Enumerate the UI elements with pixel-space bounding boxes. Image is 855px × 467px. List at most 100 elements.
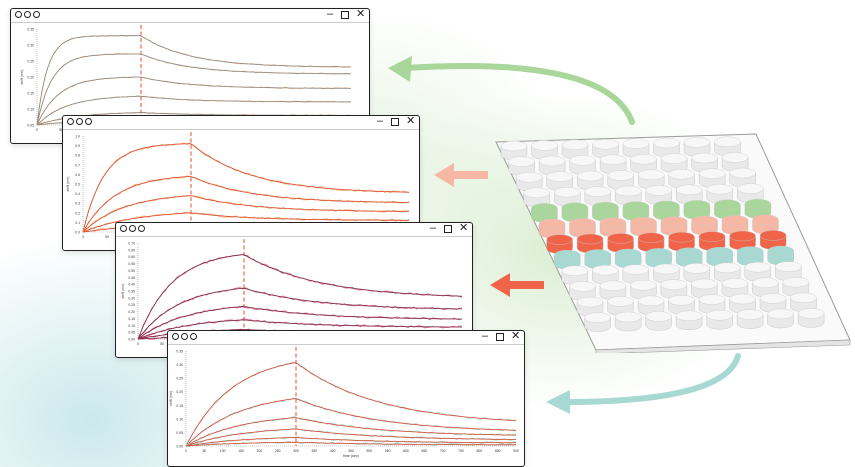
y-tick-label: 0.0: [75, 231, 80, 235]
data-trace: [185, 416, 517, 446]
x-tick-label: 0: [185, 449, 187, 453]
window-dots: [67, 118, 92, 125]
plate-well: [759, 230, 787, 250]
close-icon[interactable]: ✕: [356, 8, 366, 20]
minimize-icon[interactable]: –: [429, 222, 437, 234]
plate-well: [653, 200, 680, 221]
y-tick-label: 0.15: [27, 92, 34, 96]
fit-curve: [185, 441, 516, 447]
y-tick-label: 0.50: [128, 269, 135, 273]
fit-curve: [137, 306, 463, 340]
window-controls: – ✕: [429, 222, 469, 235]
x-tick-label: 150: [238, 449, 244, 453]
plate-well: [614, 311, 642, 332]
y-tick-label: 0.3: [75, 202, 80, 206]
x-tick-label: 850: [495, 449, 501, 453]
sensorgram-plot: 0.35 0.30 0.25 0.20 0.15 0.10 0.05 0.000 50 100 15…: [169, 347, 519, 458]
plate-well: [584, 186, 612, 206]
window-titlebar: – ✕: [168, 330, 524, 345]
window-controls: – ✕: [481, 330, 521, 343]
fit-curve: [185, 437, 516, 447]
y-tick-label: 0.1: [75, 221, 80, 225]
y-tick-label: 0.8: [75, 154, 80, 158]
minimize-icon[interactable]: –: [326, 8, 334, 20]
plate-well: [797, 308, 825, 328]
window-controls: – ✕: [376, 115, 416, 128]
x-tick-label: 650: [421, 449, 427, 453]
plate-edge: [595, 339, 851, 353]
fit-curve: [185, 398, 517, 447]
x-tick-label: 350: [311, 449, 317, 453]
y-axis-label: shift (nm): [121, 284, 125, 299]
window-dots: [120, 225, 145, 232]
plate-well: [675, 310, 703, 330]
y-tick-label: 0.70: [128, 242, 135, 246]
plate-well: [630, 216, 657, 237]
y-tick-label: 0.05: [128, 331, 135, 335]
close-icon[interactable]: ✕: [459, 222, 469, 234]
minimize-icon[interactable]: –: [376, 115, 384, 127]
x-tick-label: 0: [82, 235, 84, 239]
window-dots: [172, 333, 197, 340]
fit-curve: [36, 76, 351, 126]
sensorgram-plot: 1.0 0.9 0.8 0.7 0.6 0.5 0.4 0.3 0.2 0.1 0.00 50 shif…: [66, 132, 410, 239]
close-icon[interactable]: ✕: [406, 115, 416, 127]
fit-curve: [36, 35, 351, 126]
plate-well: [736, 309, 764, 329]
fit-curve: [82, 143, 409, 233]
window-titlebar: – ✕: [63, 115, 419, 130]
data-trace: [82, 175, 410, 232]
sensorgram-window-4: – ✕ 0.35 0.30 0.25 0.20 0.15 0.10 0.05 0.00 0 50 1…: [167, 330, 525, 467]
y-tick-label: 0.30: [27, 44, 34, 48]
fit-curve: [36, 95, 351, 126]
y-tick-label: 0.25: [27, 60, 34, 64]
maximize-icon[interactable]: [444, 225, 452, 233]
y-tick-label: 0.30: [128, 296, 135, 300]
x-tick-label: 50: [202, 449, 206, 453]
y-tick-label: 0.35: [176, 350, 183, 354]
x-tick-label: 0: [137, 342, 139, 346]
x-tick-label: 200: [256, 449, 262, 453]
plate-well: [660, 279, 688, 299]
y-tick-label: 0.2: [75, 211, 80, 215]
y-tick-label: 0.25: [128, 303, 135, 307]
maximize-icon[interactable]: [341, 11, 349, 19]
y-tick-label: 0.00: [128, 338, 135, 342]
x-tick-label: 300: [293, 449, 299, 453]
y-tick-label: 0.6: [75, 173, 80, 177]
microplate: [495, 133, 851, 353]
close-icon[interactable]: ✕: [511, 330, 521, 342]
x-tick-label: 50: [105, 235, 109, 239]
y-tick-label: 0.20: [27, 76, 34, 80]
minimize-icon[interactable]: –: [481, 330, 489, 342]
fit-curve: [185, 428, 516, 447]
data-trace: [82, 142, 410, 233]
fit-curve: [185, 417, 517, 447]
salmon-arrow: [434, 163, 488, 187]
fit-curve: [36, 53, 352, 126]
y-tick-label: 0.5: [75, 183, 80, 187]
fit-curve: [137, 254, 463, 340]
plate-well: [691, 215, 718, 236]
x-tick-label: 50: [59, 128, 63, 132]
x-tick-label: 500: [366, 449, 372, 453]
y-tick-label: 0.20: [128, 310, 135, 314]
fit-curve: [82, 212, 409, 233]
y-tick-label: 0.7: [75, 163, 80, 167]
fit-curve: [137, 319, 463, 340]
maximize-icon[interactable]: [496, 333, 504, 341]
x-tick-label: 600: [403, 449, 409, 453]
y-axis-label: shift (nm): [66, 177, 70, 192]
y-tick-label: 0.15: [128, 317, 135, 321]
y-tick-label: 0.9: [75, 144, 80, 148]
y-axis-label: shift (nm): [169, 391, 173, 406]
green-arrow: [388, 56, 635, 125]
x-tick-label: 750: [458, 449, 464, 453]
y-tick-label: 0.30: [176, 363, 183, 367]
teal-arrow: [546, 353, 741, 414]
y-tick-label: 0.05: [27, 124, 34, 128]
y-tick-label: 0.55: [128, 262, 135, 266]
plate-well: [668, 231, 695, 252]
fit-curve: [82, 195, 409, 233]
maximize-icon[interactable]: [391, 118, 399, 126]
